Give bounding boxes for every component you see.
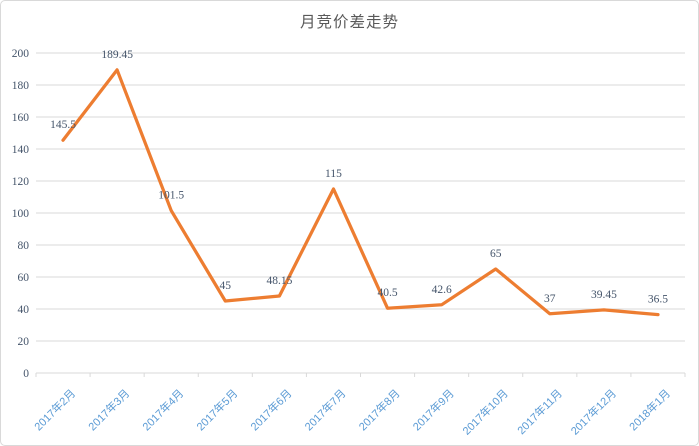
y-tick-label: 80: [18, 240, 30, 252]
y-tick-label: 160: [12, 112, 30, 124]
y-tick-label: 40: [18, 304, 30, 316]
chart-title: 月竞价差走势: [299, 14, 399, 31]
x-tick-label: 2017年10月: [459, 386, 510, 437]
data-label: 101.5: [158, 190, 184, 202]
x-tick-label: 2017年4月: [139, 386, 186, 433]
data-label: 115: [325, 168, 342, 180]
data-label: 65: [490, 248, 502, 260]
y-tick-label: 120: [12, 176, 30, 188]
y-tick-label: 180: [12, 80, 30, 92]
x-axis-labels: 2017年2月 2017年3月 2017年4月 2017年5月 2017年6月 2017年…: [31, 386, 673, 437]
y-tick-label: 140: [12, 144, 30, 156]
y-tick-label: 100: [12, 208, 30, 220]
y-axis-labels: 0 20 40 60 80 100 120 140 160 180 200: [12, 48, 30, 380]
y-tick-label: 20: [18, 336, 30, 348]
y-tick-label: 200: [12, 48, 30, 60]
x-tick-label: 2017年5月: [193, 386, 240, 433]
data-label: 39.45: [591, 289, 617, 301]
y-tick-label: 0: [23, 368, 29, 380]
data-labels: 145.5 189.45 101.5 45 48.15 115 40.5 42.6 65 37 39…: [50, 49, 668, 306]
x-tick-label: 2017年12月: [568, 386, 619, 437]
x-axis-ticks: [35, 373, 686, 377]
x-tick-label: 2017年3月: [85, 386, 132, 433]
data-label: 42.6: [432, 284, 452, 296]
x-tick-label: 2017年11月: [514, 386, 565, 437]
x-tick-label: 2017年8月: [356, 386, 403, 433]
x-tick-label: 2017年6月: [247, 386, 294, 433]
series-line: [61, 68, 660, 317]
x-tick-label: 2017年9月: [410, 386, 457, 433]
y-tick-label: 60: [18, 272, 30, 284]
data-label: 45: [220, 280, 232, 292]
x-tick-label: 2017年7月: [301, 386, 348, 433]
data-label: 37: [544, 293, 556, 305]
data-label: 189.45: [101, 49, 133, 61]
data-label: 48.15: [266, 275, 292, 287]
data-label: 145.5: [50, 119, 76, 131]
x-tick-label: 2017年2月: [31, 386, 78, 433]
x-tick-label: 2018年1月: [626, 386, 673, 433]
data-label: 36.5: [648, 294, 668, 306]
data-label: 40.5: [377, 287, 397, 299]
gridlines: [36, 52, 685, 374]
